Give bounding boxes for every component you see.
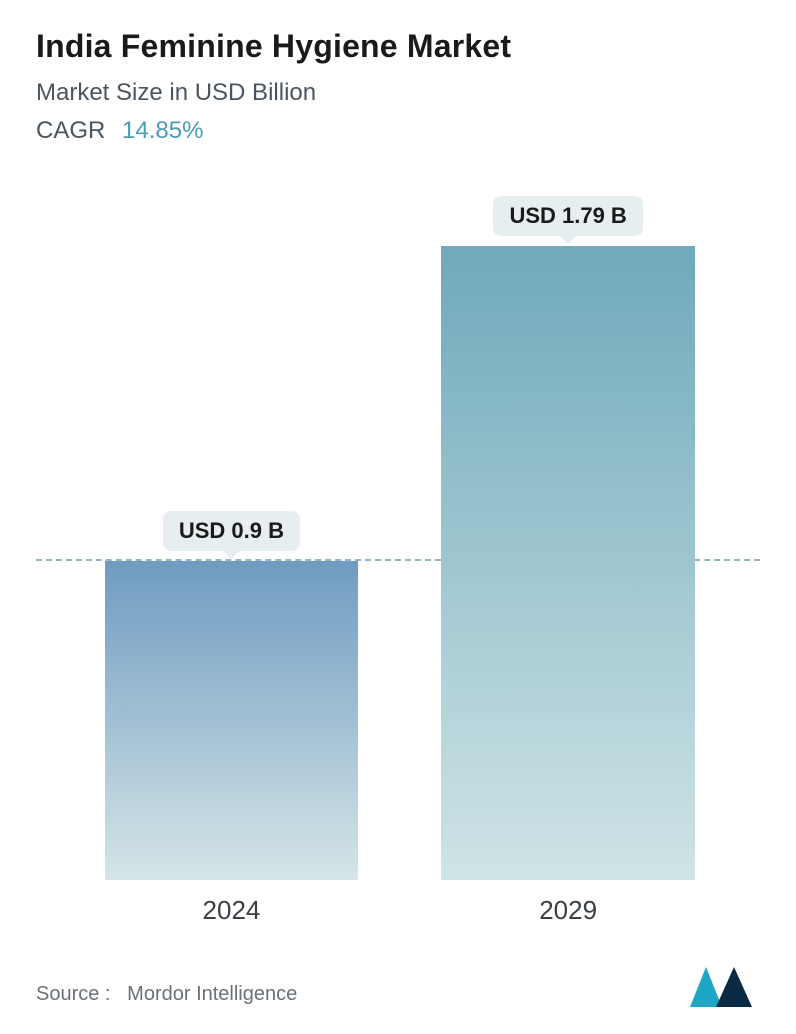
bar-group: USD 1.79 B (441, 196, 694, 880)
bar (105, 561, 358, 880)
cagr-line: CAGR 14.85% (36, 117, 760, 145)
cagr-label: CAGR (36, 117, 105, 144)
year-label: 2029 (441, 895, 694, 926)
year-label: 2024 (105, 895, 358, 926)
source-value: Mordor Intelligence (127, 983, 297, 1005)
chart-title: India Feminine Hygiene Market (36, 28, 760, 65)
bar (441, 246, 694, 880)
chart-area: USD 0.9 B2024USD 1.79 B2029 (36, 190, 760, 880)
bar-group: USD 0.9 B (105, 511, 358, 880)
chart-container: India Feminine Hygiene Market Market Siz… (0, 0, 796, 1034)
brand-logo (690, 967, 756, 1012)
source-label: Source : (36, 983, 110, 1005)
cagr-value: 14.85% (122, 117, 203, 144)
value-badge: USD 1.79 B (493, 196, 642, 236)
value-badge: USD 0.9 B (163, 511, 300, 551)
chart-subtitle: Market Size in USD Billion (36, 79, 760, 107)
source-line: Source : Mordor Intelligence (36, 983, 297, 1006)
